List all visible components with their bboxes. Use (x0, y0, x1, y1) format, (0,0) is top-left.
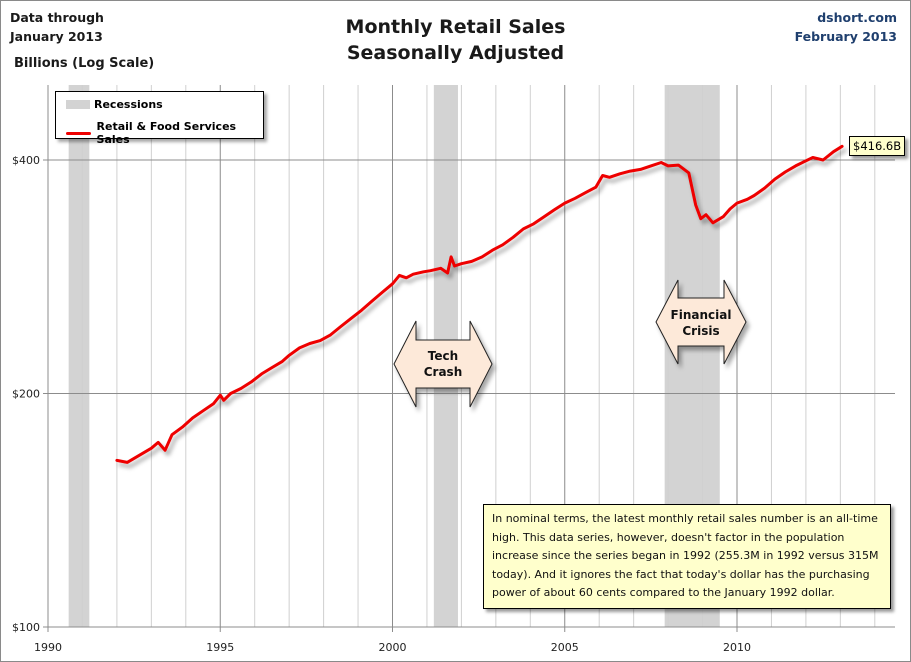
gridlines (43, 85, 895, 628)
series-layer (115, 144, 844, 464)
y-tick-label: $400 (12, 154, 40, 167)
y-tick-label: $200 (12, 388, 40, 401)
source-date: February 2013 (794, 29, 897, 44)
financial-crisis-line1: Financial (670, 308, 732, 322)
financial-crisis-line2: Crisis (682, 324, 720, 338)
financial-crisis-arrow-icon (655, 279, 747, 365)
note-callout: In nominal terms, the latest monthly ret… (483, 504, 891, 609)
legend-label-recessions: Recessions (94, 98, 163, 111)
legend-item-series: Retail & Food Services Sales (66, 120, 263, 146)
tech-crash-label: Tech Crash (405, 348, 481, 380)
financial-crisis-label: Financial Crisis (661, 307, 741, 339)
tech-crash-arrow-icon (393, 320, 493, 408)
series-line (115, 144, 844, 464)
x-tick-label: 1990 (34, 641, 62, 654)
x-tick-label: 2005 (551, 641, 579, 654)
y-tick-label: $100 (12, 621, 40, 634)
x-tick-label: 2010 (723, 641, 751, 654)
data-through-line2: January 2013 (10, 29, 103, 44)
x-tick-label: 2000 (379, 641, 407, 654)
chart-title: Monthly Retail Sales Seasonally Adjusted (0, 14, 911, 66)
tech-crash-line1: Tech (427, 349, 459, 363)
legend-item-recessions: Recessions (66, 98, 163, 111)
series-line-swatch-icon (66, 131, 91, 135)
legend: Recessions Retail & Food Services Sales (55, 91, 264, 146)
source-label: dshort.com February 2013 (795, 8, 897, 46)
data-through-line1: Data through (10, 10, 104, 25)
tech-crash-line2: Crash (423, 365, 463, 379)
source-site: dshort.com (817, 10, 897, 25)
chart-title-line1: Monthly Retail Sales (345, 16, 566, 38)
chart-title-line2: Seasonally Adjusted (346, 42, 565, 64)
recession-swatch-icon (66, 100, 90, 109)
y-axis-units-label: Billions (Log Scale) (14, 56, 155, 71)
recession-band (68, 85, 90, 627)
last-value-label: $416.6B (849, 136, 906, 156)
data-through-label: Data through January 2013 (10, 8, 104, 46)
axes: 1990 1995 2000 2005 2010 $100 $200 $400 (12, 85, 895, 654)
legend-label-series: Retail & Food Services Sales (96, 120, 237, 146)
annotation-arrows (393, 279, 747, 408)
x-tick-label: 1995 (206, 641, 234, 654)
